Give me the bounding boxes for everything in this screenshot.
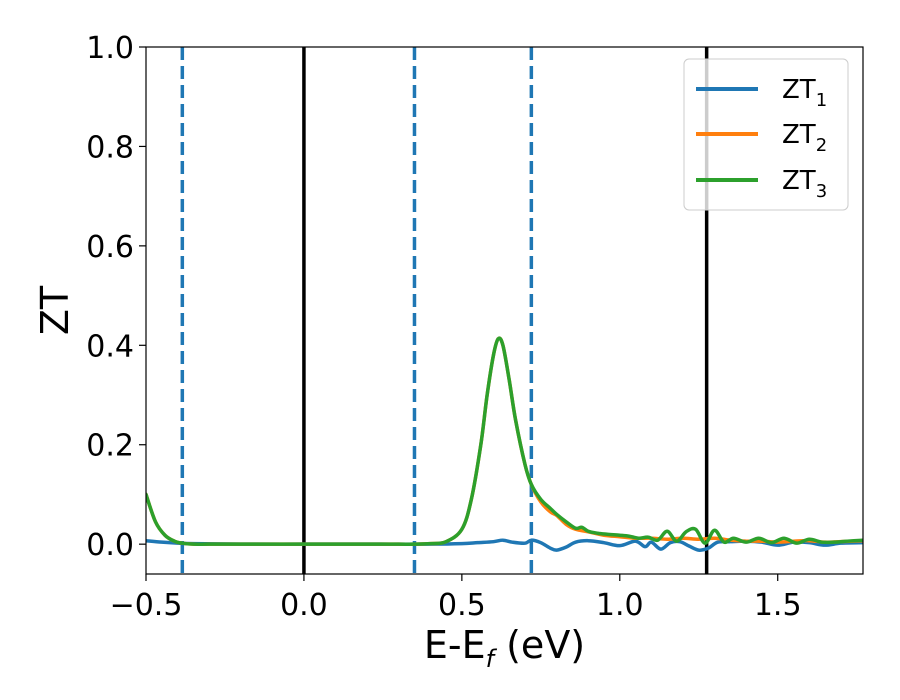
series-line-zt3 bbox=[146, 336, 863, 546]
y-tick-label: 0.2 bbox=[86, 429, 134, 464]
plot-frame bbox=[145, 46, 864, 575]
y-tick-label: 0.6 bbox=[86, 230, 134, 265]
x-axis-title: E-Ef (eV) bbox=[424, 623, 585, 673]
x-tick-label: 1.0 bbox=[596, 588, 644, 623]
y-axis-title: ZT bbox=[33, 285, 77, 335]
legend-box bbox=[683, 58, 849, 211]
x-axis-title-main: E-E bbox=[424, 623, 486, 667]
x-axis-title-unit: (eV) bbox=[494, 623, 585, 667]
x-tick-label: 1.5 bbox=[754, 588, 802, 623]
y-tick-label: 0.8 bbox=[86, 130, 134, 165]
x-tick-label: −0.5 bbox=[110, 588, 183, 623]
legend-label-zt1: ZT1 bbox=[782, 75, 827, 111]
legend: ZT1 ZT2 ZT3 bbox=[683, 58, 849, 211]
x-tick-label: 0.5 bbox=[438, 588, 486, 623]
legend-label-zt3: ZT3 bbox=[782, 166, 827, 202]
y-tick-label: 0.0 bbox=[86, 528, 134, 563]
y-tick-label: 0.4 bbox=[86, 329, 134, 364]
x-tick-label: 0.0 bbox=[280, 588, 328, 623]
legend-label-zt2: ZT2 bbox=[782, 120, 827, 156]
y-tick-label: 1.0 bbox=[86, 31, 134, 66]
